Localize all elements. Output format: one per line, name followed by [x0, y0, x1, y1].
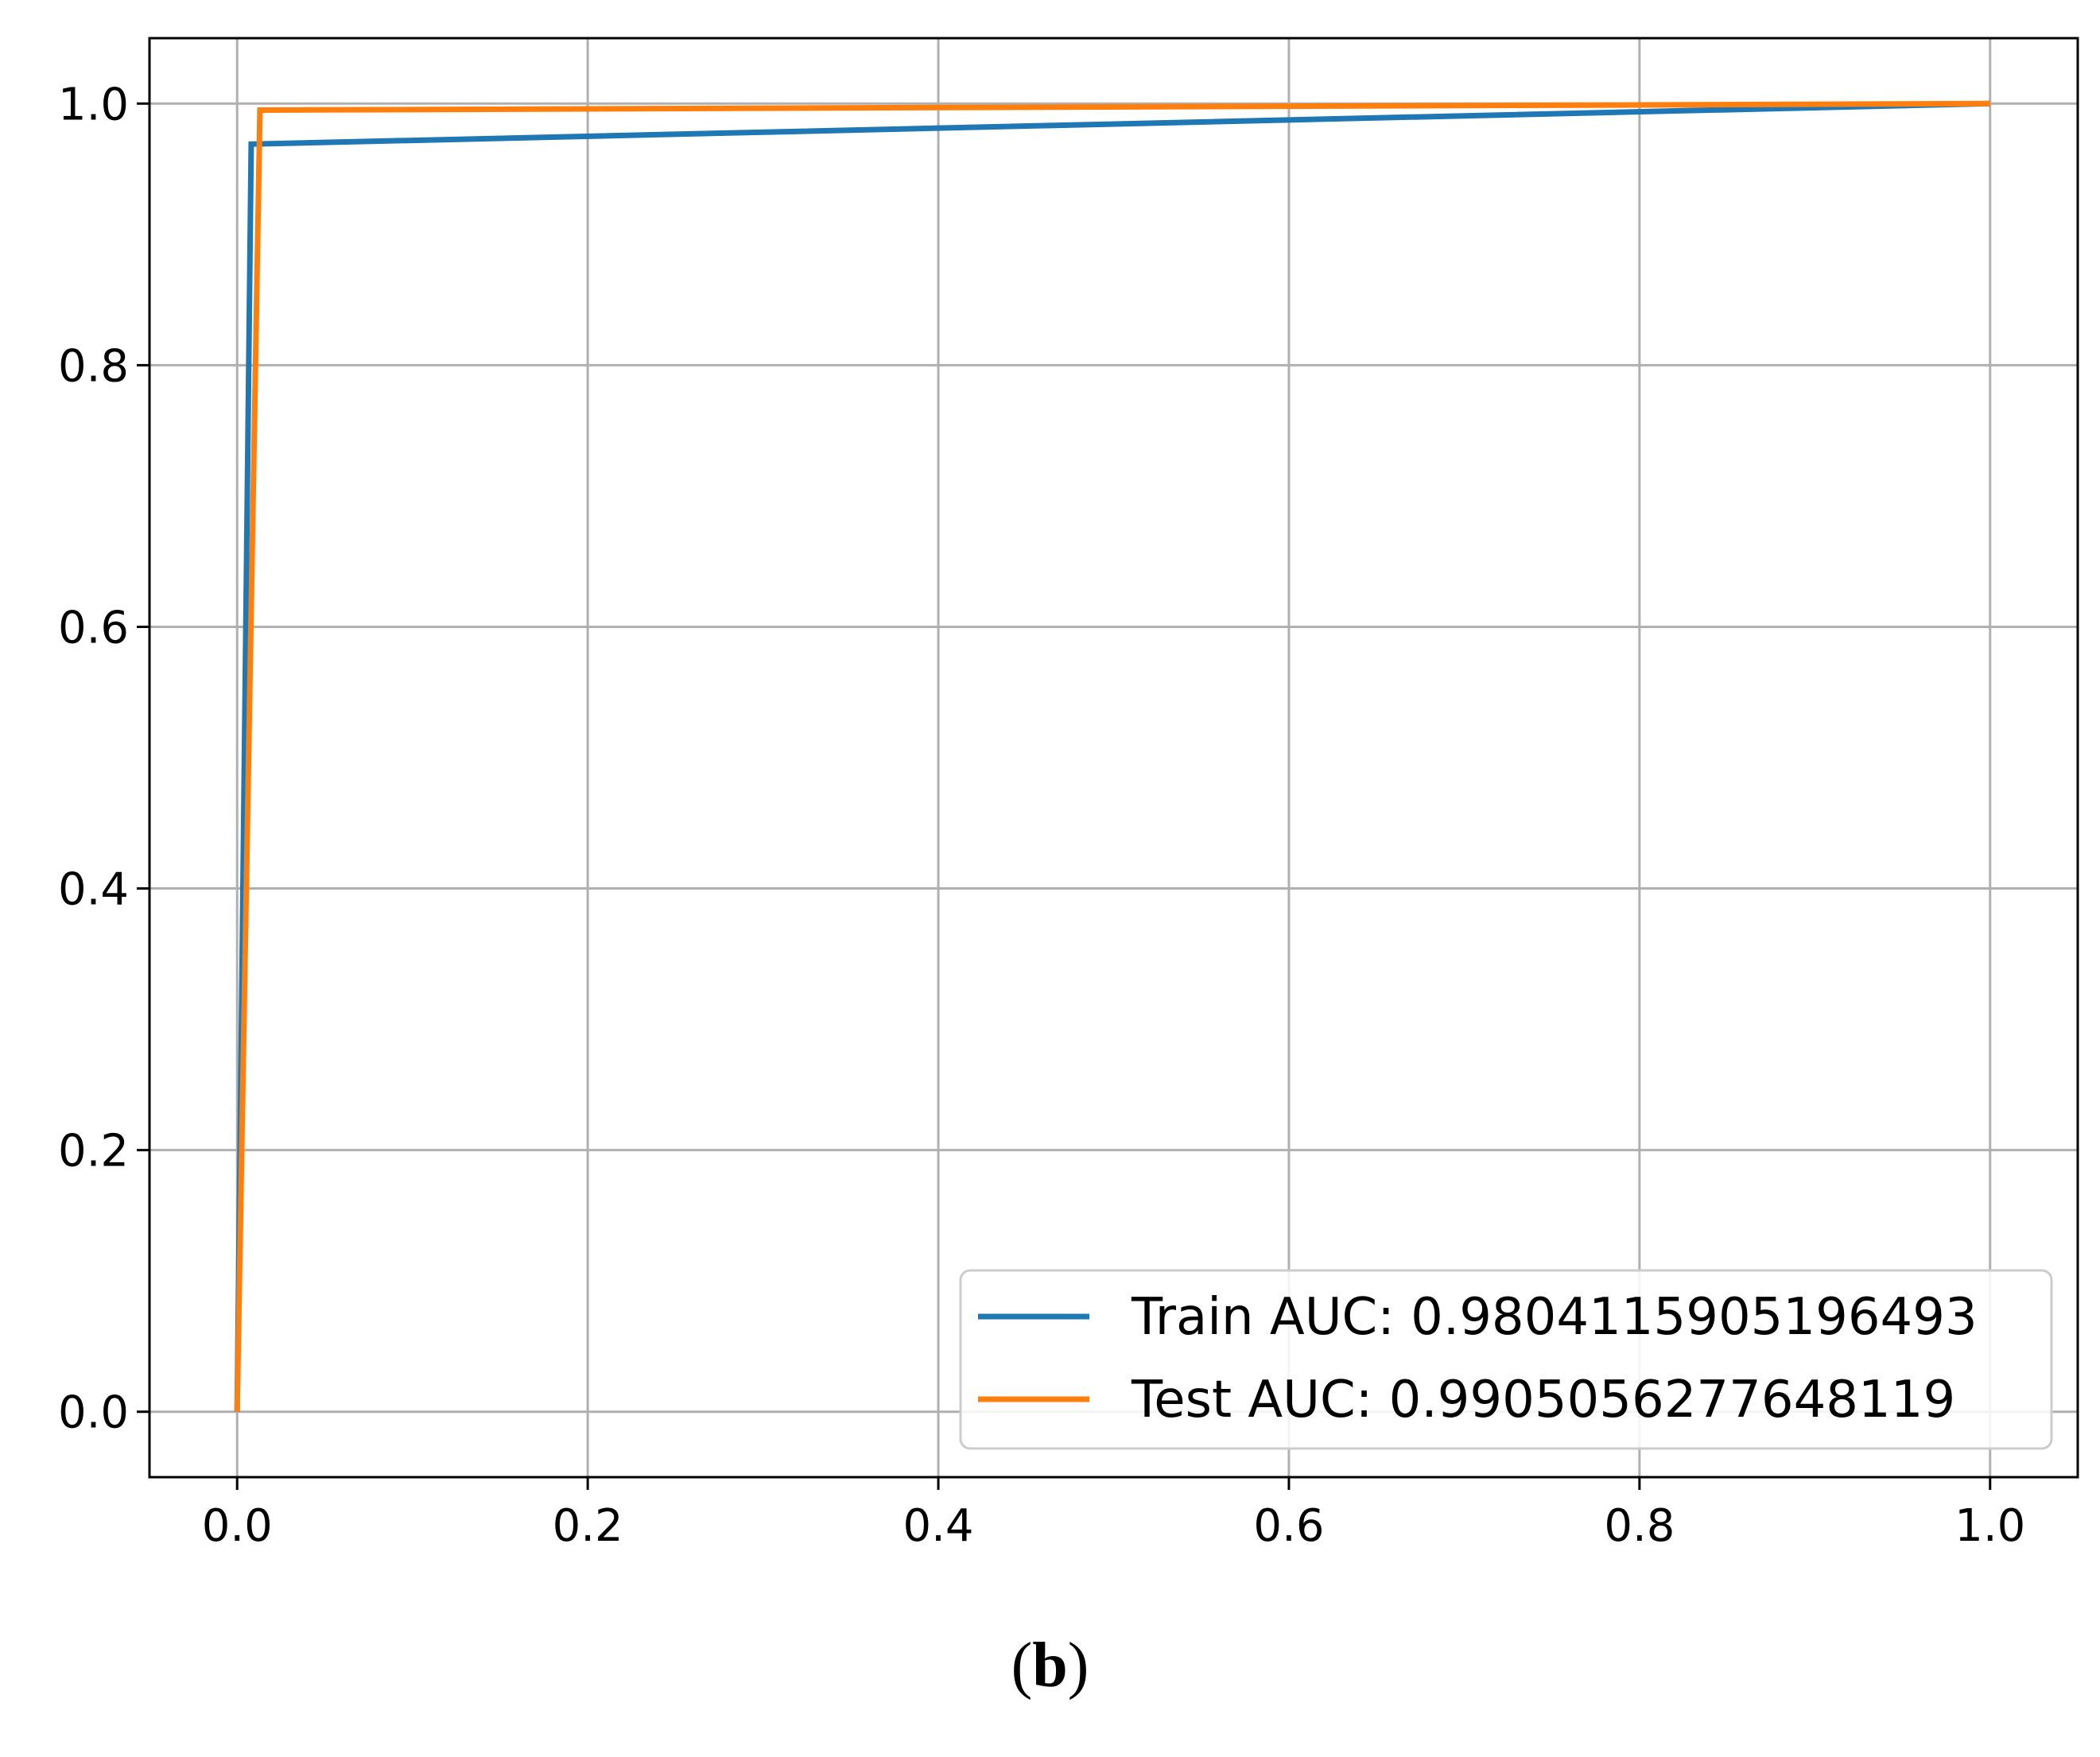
panel-label-letter: b — [1032, 1631, 1068, 1701]
y-tick-label: 1.0 — [58, 79, 129, 130]
grid-lines — [149, 38, 2078, 1477]
x-tick-label: 0.0 — [202, 1500, 273, 1552]
legend-label-1: Test AUC: 0.9905056277648119 — [1131, 1371, 1955, 1429]
y-tick-label: 0.6 — [58, 602, 129, 654]
panel-label: (b) — [0, 1630, 2100, 1702]
x-tick-label: 0.2 — [553, 1500, 623, 1552]
x-tick-label: 1.0 — [1954, 1500, 2025, 1552]
y-tick-label: 0.0 — [58, 1387, 129, 1439]
panel-label-open: ( — [1011, 1631, 1033, 1701]
y-tick-label: 0.4 — [58, 864, 129, 916]
series-line-0 — [234, 100, 1990, 1412]
plot-frame — [148, 37, 2079, 1479]
series-lines — [234, 100, 1990, 1412]
y-tick-label: 0.8 — [58, 340, 129, 392]
x-tick-label: 0.6 — [1253, 1500, 1324, 1552]
panel-label-close: ) — [1067, 1631, 1089, 1701]
y-tick-label: 0.2 — [58, 1126, 129, 1177]
series-line-1 — [234, 100, 1990, 1412]
x-tick-label: 0.8 — [1604, 1500, 1675, 1552]
legend-box — [959, 1269, 2053, 1450]
axis-ticks: 0.0 0.2 0.4 0.6 0.8 1.0 0.0 0.2 0.4 0.6 0.8 1.0 — [58, 79, 2025, 1552]
x-tick-label: 0.4 — [903, 1500, 974, 1552]
legend: Train AUC: 0.9804115905196493 Test AUC: 0… — [959, 1269, 2053, 1450]
legend-label-0: Train AUC: 0.9804115905196493 — [1131, 1288, 1978, 1347]
